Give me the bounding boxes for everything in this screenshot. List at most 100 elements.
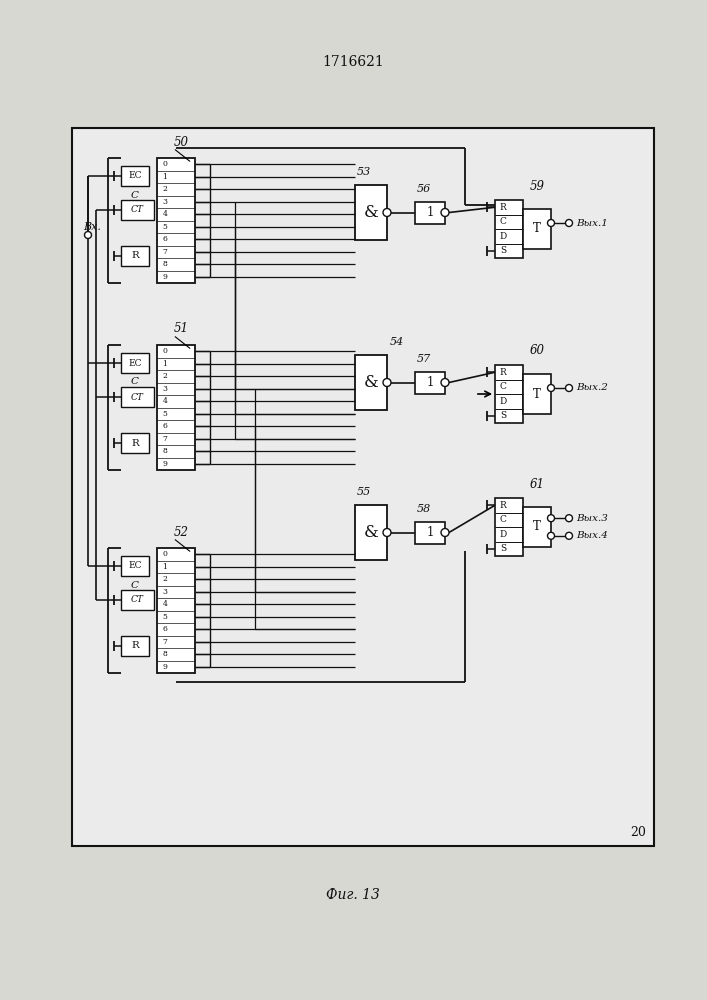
Bar: [157, 345, 195, 470]
Text: EC: EC: [128, 359, 141, 367]
Bar: [121, 166, 149, 186]
Text: 20: 20: [630, 826, 646, 838]
Bar: [523, 374, 551, 414]
Bar: [355, 185, 387, 240]
Text: 50: 50: [173, 135, 189, 148]
Text: 9: 9: [163, 663, 168, 671]
Text: 5: 5: [163, 410, 168, 418]
Circle shape: [85, 232, 91, 238]
Bar: [121, 636, 149, 656]
Text: 7: 7: [163, 248, 168, 256]
Text: 0: 0: [163, 160, 168, 168]
Text: 4: 4: [163, 600, 168, 608]
Text: 57: 57: [417, 354, 431, 363]
Text: 1: 1: [163, 173, 168, 181]
Bar: [355, 505, 387, 560]
Circle shape: [383, 528, 391, 536]
Circle shape: [383, 378, 391, 386]
Bar: [523, 209, 551, 249]
Text: 2: 2: [163, 372, 168, 380]
Text: 9: 9: [163, 273, 168, 281]
Text: S: S: [500, 544, 506, 553]
Text: D: D: [499, 232, 507, 241]
Circle shape: [547, 515, 554, 522]
Text: 9: 9: [163, 460, 168, 468]
Circle shape: [547, 384, 554, 391]
Text: 6: 6: [163, 235, 168, 243]
Text: 54: 54: [390, 337, 404, 347]
Text: 52: 52: [173, 526, 189, 538]
Bar: [415, 202, 445, 224]
Text: R: R: [131, 251, 139, 260]
Bar: [495, 498, 523, 556]
Text: 8: 8: [163, 650, 168, 658]
Text: 3: 3: [163, 385, 168, 393]
Circle shape: [441, 528, 449, 536]
Text: T: T: [533, 223, 541, 235]
Text: 59: 59: [530, 180, 544, 192]
Text: CT: CT: [131, 206, 144, 215]
Text: 3: 3: [163, 198, 168, 206]
Circle shape: [566, 220, 573, 227]
Bar: [157, 548, 195, 673]
Bar: [121, 200, 154, 220]
Text: 61: 61: [530, 478, 544, 490]
Text: 6: 6: [163, 422, 168, 430]
Circle shape: [441, 209, 449, 217]
Bar: [72, 128, 654, 846]
Text: 51: 51: [173, 322, 189, 336]
Text: 8: 8: [163, 260, 168, 268]
Text: 1: 1: [163, 360, 168, 368]
Bar: [121, 353, 149, 373]
Circle shape: [566, 384, 573, 391]
Text: R: R: [500, 501, 506, 510]
Text: CT: CT: [131, 392, 144, 401]
Text: R: R: [500, 368, 506, 377]
Bar: [495, 200, 523, 258]
Bar: [121, 246, 149, 266]
Text: R: R: [131, 438, 139, 448]
Bar: [121, 590, 154, 610]
Text: R: R: [500, 203, 506, 212]
Text: EC: EC: [128, 172, 141, 180]
Text: C: C: [500, 382, 506, 391]
Bar: [415, 371, 445, 393]
Bar: [495, 365, 523, 423]
Text: 7: 7: [163, 435, 168, 443]
Circle shape: [566, 532, 573, 539]
Text: 5: 5: [163, 613, 168, 621]
Circle shape: [547, 532, 554, 539]
Text: 5: 5: [163, 223, 168, 231]
Text: C: C: [131, 190, 139, 200]
Text: 1: 1: [163, 563, 168, 571]
Text: 58: 58: [417, 504, 431, 514]
Text: 60: 60: [530, 344, 544, 358]
Text: R: R: [131, 642, 139, 650]
Text: 4: 4: [163, 397, 168, 405]
Text: C: C: [131, 377, 139, 386]
Text: C: C: [131, 580, 139, 589]
Text: CT: CT: [131, 595, 144, 604]
Text: 8: 8: [163, 447, 168, 455]
Circle shape: [383, 209, 391, 217]
Text: EC: EC: [128, 562, 141, 570]
Circle shape: [547, 220, 554, 227]
Text: &: &: [363, 524, 378, 541]
Text: Фиг. 13: Фиг. 13: [326, 888, 380, 902]
Text: 1: 1: [426, 376, 433, 389]
Text: T: T: [533, 387, 541, 400]
Text: 55: 55: [357, 487, 371, 497]
Text: 56: 56: [417, 184, 431, 194]
Text: 4: 4: [163, 210, 168, 218]
Text: S: S: [500, 411, 506, 420]
Text: C: C: [500, 515, 506, 524]
Text: T: T: [533, 520, 541, 534]
Text: 6: 6: [163, 625, 168, 633]
Bar: [121, 433, 149, 453]
Text: 3: 3: [163, 588, 168, 596]
Text: 1716621: 1716621: [322, 55, 384, 69]
Text: 7: 7: [163, 638, 168, 646]
Text: 1: 1: [426, 526, 433, 539]
Text: 53: 53: [357, 167, 371, 177]
Bar: [415, 522, 445, 544]
